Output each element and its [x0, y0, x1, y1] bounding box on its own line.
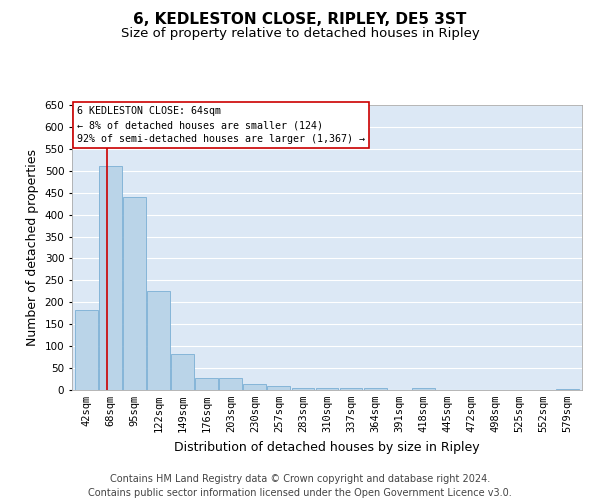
Bar — [195, 378, 218, 390]
Bar — [556, 388, 579, 390]
Bar — [244, 384, 266, 390]
Text: Contains HM Land Registry data © Crown copyright and database right 2024.
Contai: Contains HM Land Registry data © Crown c… — [88, 474, 512, 498]
Bar — [75, 310, 98, 390]
Text: Size of property relative to detached houses in Ripley: Size of property relative to detached ho… — [121, 28, 479, 40]
Bar — [292, 388, 314, 390]
Bar — [99, 166, 122, 390]
Bar — [340, 388, 362, 390]
Bar — [412, 388, 434, 390]
Bar — [147, 292, 170, 390]
Y-axis label: Number of detached properties: Number of detached properties — [26, 149, 39, 346]
Bar — [268, 386, 290, 390]
Bar — [123, 197, 146, 390]
Bar — [316, 388, 338, 390]
Text: 6, KEDLESTON CLOSE, RIPLEY, DE5 3ST: 6, KEDLESTON CLOSE, RIPLEY, DE5 3ST — [133, 12, 467, 28]
Bar — [171, 354, 194, 390]
Text: 6 KEDLESTON CLOSE: 64sqm
← 8% of detached houses are smaller (124)
92% of semi-d: 6 KEDLESTON CLOSE: 64sqm ← 8% of detache… — [77, 106, 365, 144]
X-axis label: Distribution of detached houses by size in Ripley: Distribution of detached houses by size … — [174, 440, 480, 454]
Bar — [220, 378, 242, 390]
Bar — [364, 388, 386, 390]
